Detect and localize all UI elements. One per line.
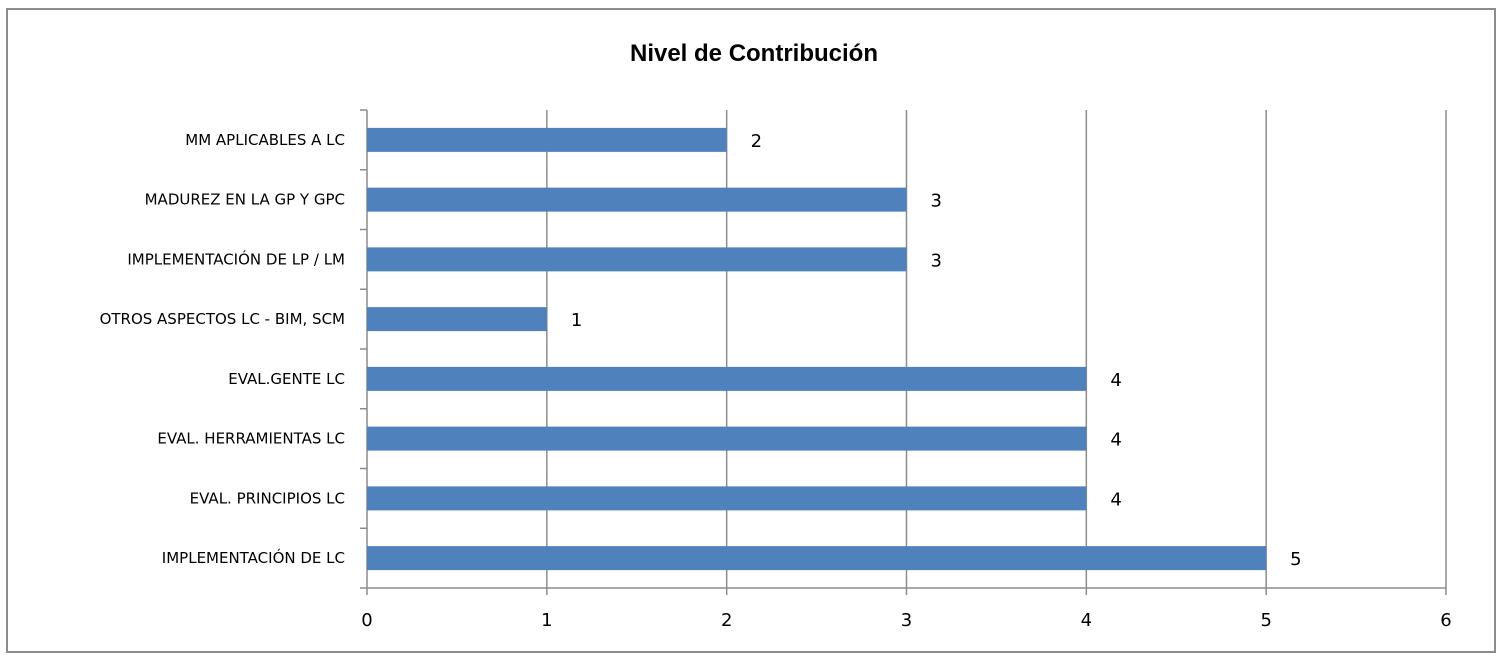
bar-1 [367, 187, 907, 212]
category-label: EVAL. PRINCIPIOS LC [190, 489, 345, 507]
category-label: IMPLEMENTACIÓN DE LP / LM [127, 249, 345, 268]
bar-5 [367, 426, 1087, 451]
category-label: EVAL.GENTE LC [228, 370, 345, 388]
data-label: 4 [1110, 430, 1121, 451]
bar-2 [367, 247, 907, 272]
bar-7 [367, 546, 1267, 571]
bar-0 [367, 127, 727, 152]
bar-6 [367, 486, 1087, 511]
bar-3 [367, 307, 547, 332]
x-tick-label: 0 [361, 610, 372, 631]
data-label: 3 [931, 191, 942, 212]
data-label: 1 [571, 310, 582, 331]
category-label: EVAL. HERRAMIENTAS LC [157, 430, 345, 448]
data-label: 4 [1110, 489, 1121, 510]
category-label: MADUREZ EN LA GP Y GPC [145, 191, 345, 209]
bar-4 [367, 366, 1087, 391]
x-tick-label: 3 [901, 610, 912, 631]
chart-title: Nivel de Contribución [629, 40, 878, 67]
x-tick-label: 5 [1260, 610, 1271, 631]
chart-frame [6, 8, 1496, 653]
x-tick-label: 6 [1440, 610, 1451, 631]
category-label: IMPLEMENTACIÓN DE LC [162, 548, 345, 567]
data-label: 2 [751, 131, 762, 152]
category-label: OTROS ASPECTOS LC - BIM, SCM [100, 310, 345, 328]
data-label: 3 [931, 250, 942, 271]
data-label: 4 [1110, 370, 1121, 391]
x-tick-label: 4 [1081, 610, 1092, 631]
category-label: MM APLICABLES A LC [185, 131, 345, 149]
x-tick-label: 2 [721, 610, 732, 631]
data-label: 5 [1290, 549, 1301, 570]
x-tick-label: 1 [541, 610, 552, 631]
